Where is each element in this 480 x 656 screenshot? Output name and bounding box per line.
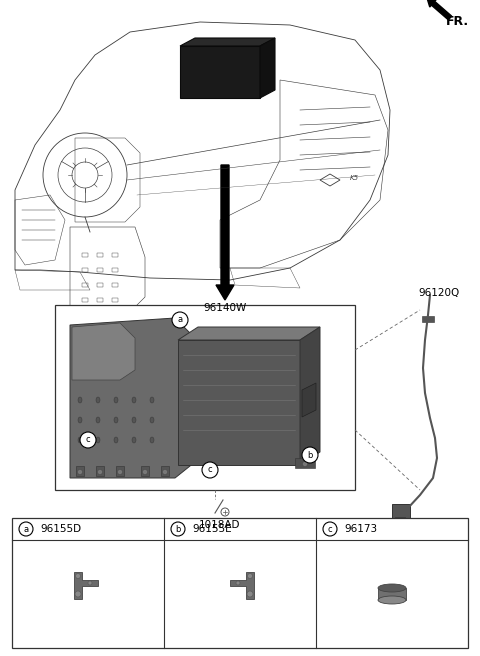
Bar: [112, 298, 118, 302]
Bar: [97, 298, 103, 302]
Bar: [97, 283, 103, 287]
Ellipse shape: [78, 437, 82, 443]
Ellipse shape: [114, 437, 118, 443]
Polygon shape: [260, 38, 275, 98]
Bar: [76, 466, 84, 476]
Circle shape: [302, 462, 308, 466]
Text: c: c: [208, 466, 212, 474]
Bar: [116, 466, 124, 476]
Circle shape: [75, 591, 81, 597]
Bar: [12, 518, 468, 648]
Bar: [180, 46, 260, 98]
FancyArrow shape: [427, 0, 452, 20]
Circle shape: [248, 573, 252, 579]
Ellipse shape: [150, 397, 154, 403]
Ellipse shape: [150, 417, 154, 423]
Polygon shape: [230, 572, 254, 599]
Text: b: b: [175, 525, 180, 533]
Circle shape: [163, 470, 168, 474]
Ellipse shape: [78, 417, 82, 423]
Circle shape: [143, 470, 147, 474]
Bar: [55, 305, 355, 490]
Circle shape: [77, 470, 83, 474]
Polygon shape: [178, 340, 300, 465]
Text: c: c: [328, 525, 332, 533]
Ellipse shape: [114, 417, 118, 423]
Text: 1018AD: 1018AD: [199, 520, 241, 530]
Bar: [112, 268, 118, 272]
Circle shape: [172, 312, 188, 328]
Bar: [422, 316, 434, 322]
Polygon shape: [300, 327, 320, 465]
Circle shape: [75, 573, 81, 579]
Text: a: a: [178, 316, 182, 325]
Polygon shape: [302, 383, 316, 417]
Text: b: b: [307, 451, 312, 459]
Polygon shape: [178, 327, 320, 340]
Bar: [82, 253, 88, 257]
Text: 96155D: 96155D: [40, 524, 81, 534]
Circle shape: [323, 522, 337, 536]
Ellipse shape: [96, 437, 100, 443]
Bar: [395, 517, 405, 524]
Ellipse shape: [132, 417, 136, 423]
Bar: [392, 504, 410, 518]
Circle shape: [247, 591, 253, 597]
Ellipse shape: [96, 397, 100, 403]
Circle shape: [221, 508, 229, 516]
Polygon shape: [72, 323, 135, 380]
Polygon shape: [70, 318, 195, 478]
Bar: [97, 268, 103, 272]
Text: K5: K5: [350, 175, 359, 181]
Polygon shape: [74, 572, 98, 599]
Ellipse shape: [132, 397, 136, 403]
Text: 96120Q: 96120Q: [418, 288, 459, 298]
Bar: [112, 283, 118, 287]
Polygon shape: [180, 38, 275, 46]
Bar: [141, 466, 149, 476]
Bar: [82, 298, 88, 302]
Ellipse shape: [150, 437, 154, 443]
Bar: [295, 458, 315, 468]
Circle shape: [236, 581, 240, 585]
Bar: [112, 253, 118, 257]
Bar: [161, 466, 169, 476]
Text: 96155E: 96155E: [192, 524, 232, 534]
FancyArrow shape: [216, 165, 234, 300]
Bar: [378, 588, 406, 600]
Circle shape: [19, 522, 33, 536]
Ellipse shape: [78, 397, 82, 403]
Text: 96140W: 96140W: [204, 303, 247, 313]
Text: a: a: [24, 525, 29, 533]
Circle shape: [88, 581, 92, 585]
Bar: [96, 466, 104, 476]
Text: 96173: 96173: [344, 524, 377, 534]
Ellipse shape: [132, 437, 136, 443]
Ellipse shape: [378, 596, 406, 604]
Text: c: c: [86, 436, 90, 445]
Bar: [97, 253, 103, 257]
Ellipse shape: [114, 397, 118, 403]
Circle shape: [97, 470, 103, 474]
Text: FR.: FR.: [446, 15, 469, 28]
Ellipse shape: [96, 417, 100, 423]
Circle shape: [202, 462, 218, 478]
Circle shape: [118, 470, 122, 474]
Circle shape: [302, 447, 318, 463]
Ellipse shape: [378, 584, 406, 592]
Bar: [82, 283, 88, 287]
Bar: [82, 268, 88, 272]
Circle shape: [80, 432, 96, 448]
Circle shape: [171, 522, 185, 536]
